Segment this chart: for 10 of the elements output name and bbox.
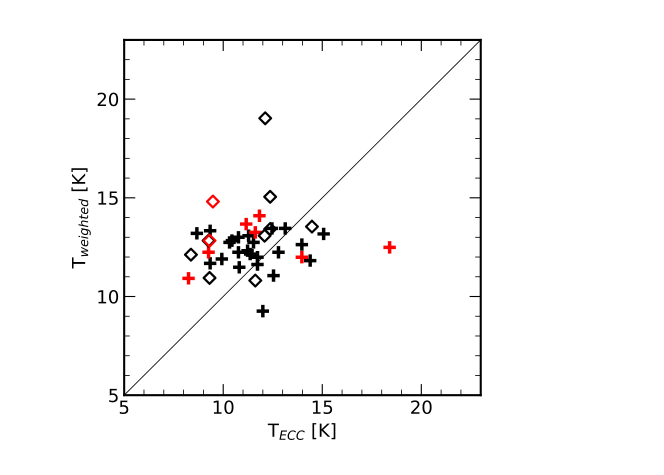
y-tick-label: 15: [98, 192, 118, 205]
y-tick-label: 20: [98, 92, 118, 106]
x-tick-label: 20: [411, 400, 432, 414]
y-axis-title: T$_{weighted}$ [K]: [71, 168, 91, 269]
y-tick-label: 5: [109, 388, 118, 402]
x-tick-label: 15: [312, 400, 332, 414]
y-tick-label: 10: [98, 290, 118, 304]
x-axis-title: T$_{ECC}$ [K]: [268, 423, 336, 440]
x-tick-label: 5: [120, 400, 128, 414]
x-tick-label: 10: [214, 400, 234, 414]
